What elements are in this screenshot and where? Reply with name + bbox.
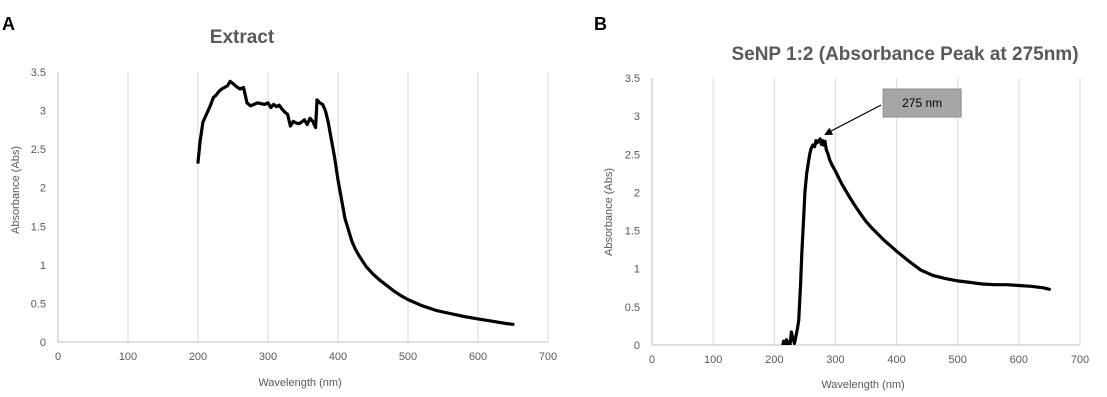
- chart-b-annotation-arrow: [828, 104, 882, 133]
- panel-letter-b: B: [594, 14, 607, 34]
- chart-b-x-tick-label: 700: [1071, 354, 1089, 366]
- chart-b: B SeNP 1:2 (Absorbance Peak at 275nm) Wa…: [594, 14, 1089, 391]
- chart-b-y-tick-label: 3: [634, 111, 640, 123]
- chart-b-annotation-label: 275 nm: [902, 96, 942, 110]
- chart-b-y-tick-label: 1: [634, 264, 640, 276]
- chart-a-x-tick-label: 500: [399, 351, 417, 363]
- chart-b-y-axis-label: Absorbance (Abs): [603, 168, 615, 256]
- chart-a-y-tick-label: 0: [40, 337, 46, 349]
- chart-a-y-tick-label: 3.5: [31, 67, 46, 79]
- chart-b-title: SeNP 1:2 (Absorbance Peak at 275nm): [731, 44, 1078, 65]
- chart-b-series-line-0: [781, 137, 1052, 345]
- chart-b-x-tick-label: 200: [765, 354, 783, 366]
- chart-a-y-tick-label: 2.5: [31, 144, 46, 156]
- chart-a-y-tick-label: 0.5: [31, 298, 46, 310]
- chart-a-y-tick-label: 1.5: [31, 221, 46, 233]
- chart-a-x-tick-label: 700: [539, 351, 557, 363]
- chart-b-x-tick-label: 500: [949, 354, 967, 366]
- chart-b-y-tick-label: 0.5: [625, 302, 640, 314]
- chart-a-x-axis-label: Wavelength (nm): [258, 377, 341, 389]
- panel-letter-a: A: [2, 14, 15, 34]
- chart-b-x-axis-label: Wavelength (nm): [821, 379, 904, 391]
- chart-a-x-tick-label: 600: [469, 351, 487, 363]
- chart-b-annotation: 275 nm: [824, 88, 962, 136]
- chart-a-y-axis-label: Absorbance (Abs): [10, 146, 22, 234]
- chart-a-x-tick-label: 300: [259, 351, 277, 363]
- chart-a-y-tick-label: 3: [40, 106, 46, 118]
- chart-b-y-tick-label: 2.5: [625, 149, 640, 161]
- chart-a-y-tick-label: 2: [40, 183, 46, 195]
- chart-a-x-tick-label: 100: [119, 351, 137, 363]
- chart-b-x-tick-label: 300: [826, 354, 844, 366]
- chart-b-gridlines: [712, 78, 1081, 345]
- chart-a-series-line-0: [196, 79, 515, 326]
- chart-b-annotation-arrowhead: [824, 127, 834, 136]
- chart-b-x-tick-label: 400: [887, 354, 905, 366]
- chart-a-x-tick-label: 400: [329, 351, 347, 363]
- chart-a-title: Extract: [210, 27, 275, 48]
- chart-b-y-tick-label: 2: [634, 187, 640, 199]
- chart-b-annotation-box: [882, 88, 962, 118]
- chart-a-x-tick-label: 200: [189, 351, 207, 363]
- chart-b-y-tick-label: 3.5: [625, 73, 640, 85]
- chart-a-y-tick-label: 1: [40, 260, 46, 272]
- chart-b-x-tick-label: 0: [649, 354, 655, 366]
- chart-b-x-tick-label: 600: [1010, 354, 1028, 366]
- chart-a-x-tick-label: 0: [55, 351, 61, 363]
- chart-b-y-tick-label: 0: [634, 340, 640, 352]
- chart-a: A Extract Wavelength (nm) Absorbance (Ab…: [2, 14, 557, 389]
- chart-b-y-tick-label: 1.5: [625, 226, 640, 238]
- chart-a-gridlines: [127, 72, 549, 342]
- chart-b-x-tick-label: 100: [704, 354, 722, 366]
